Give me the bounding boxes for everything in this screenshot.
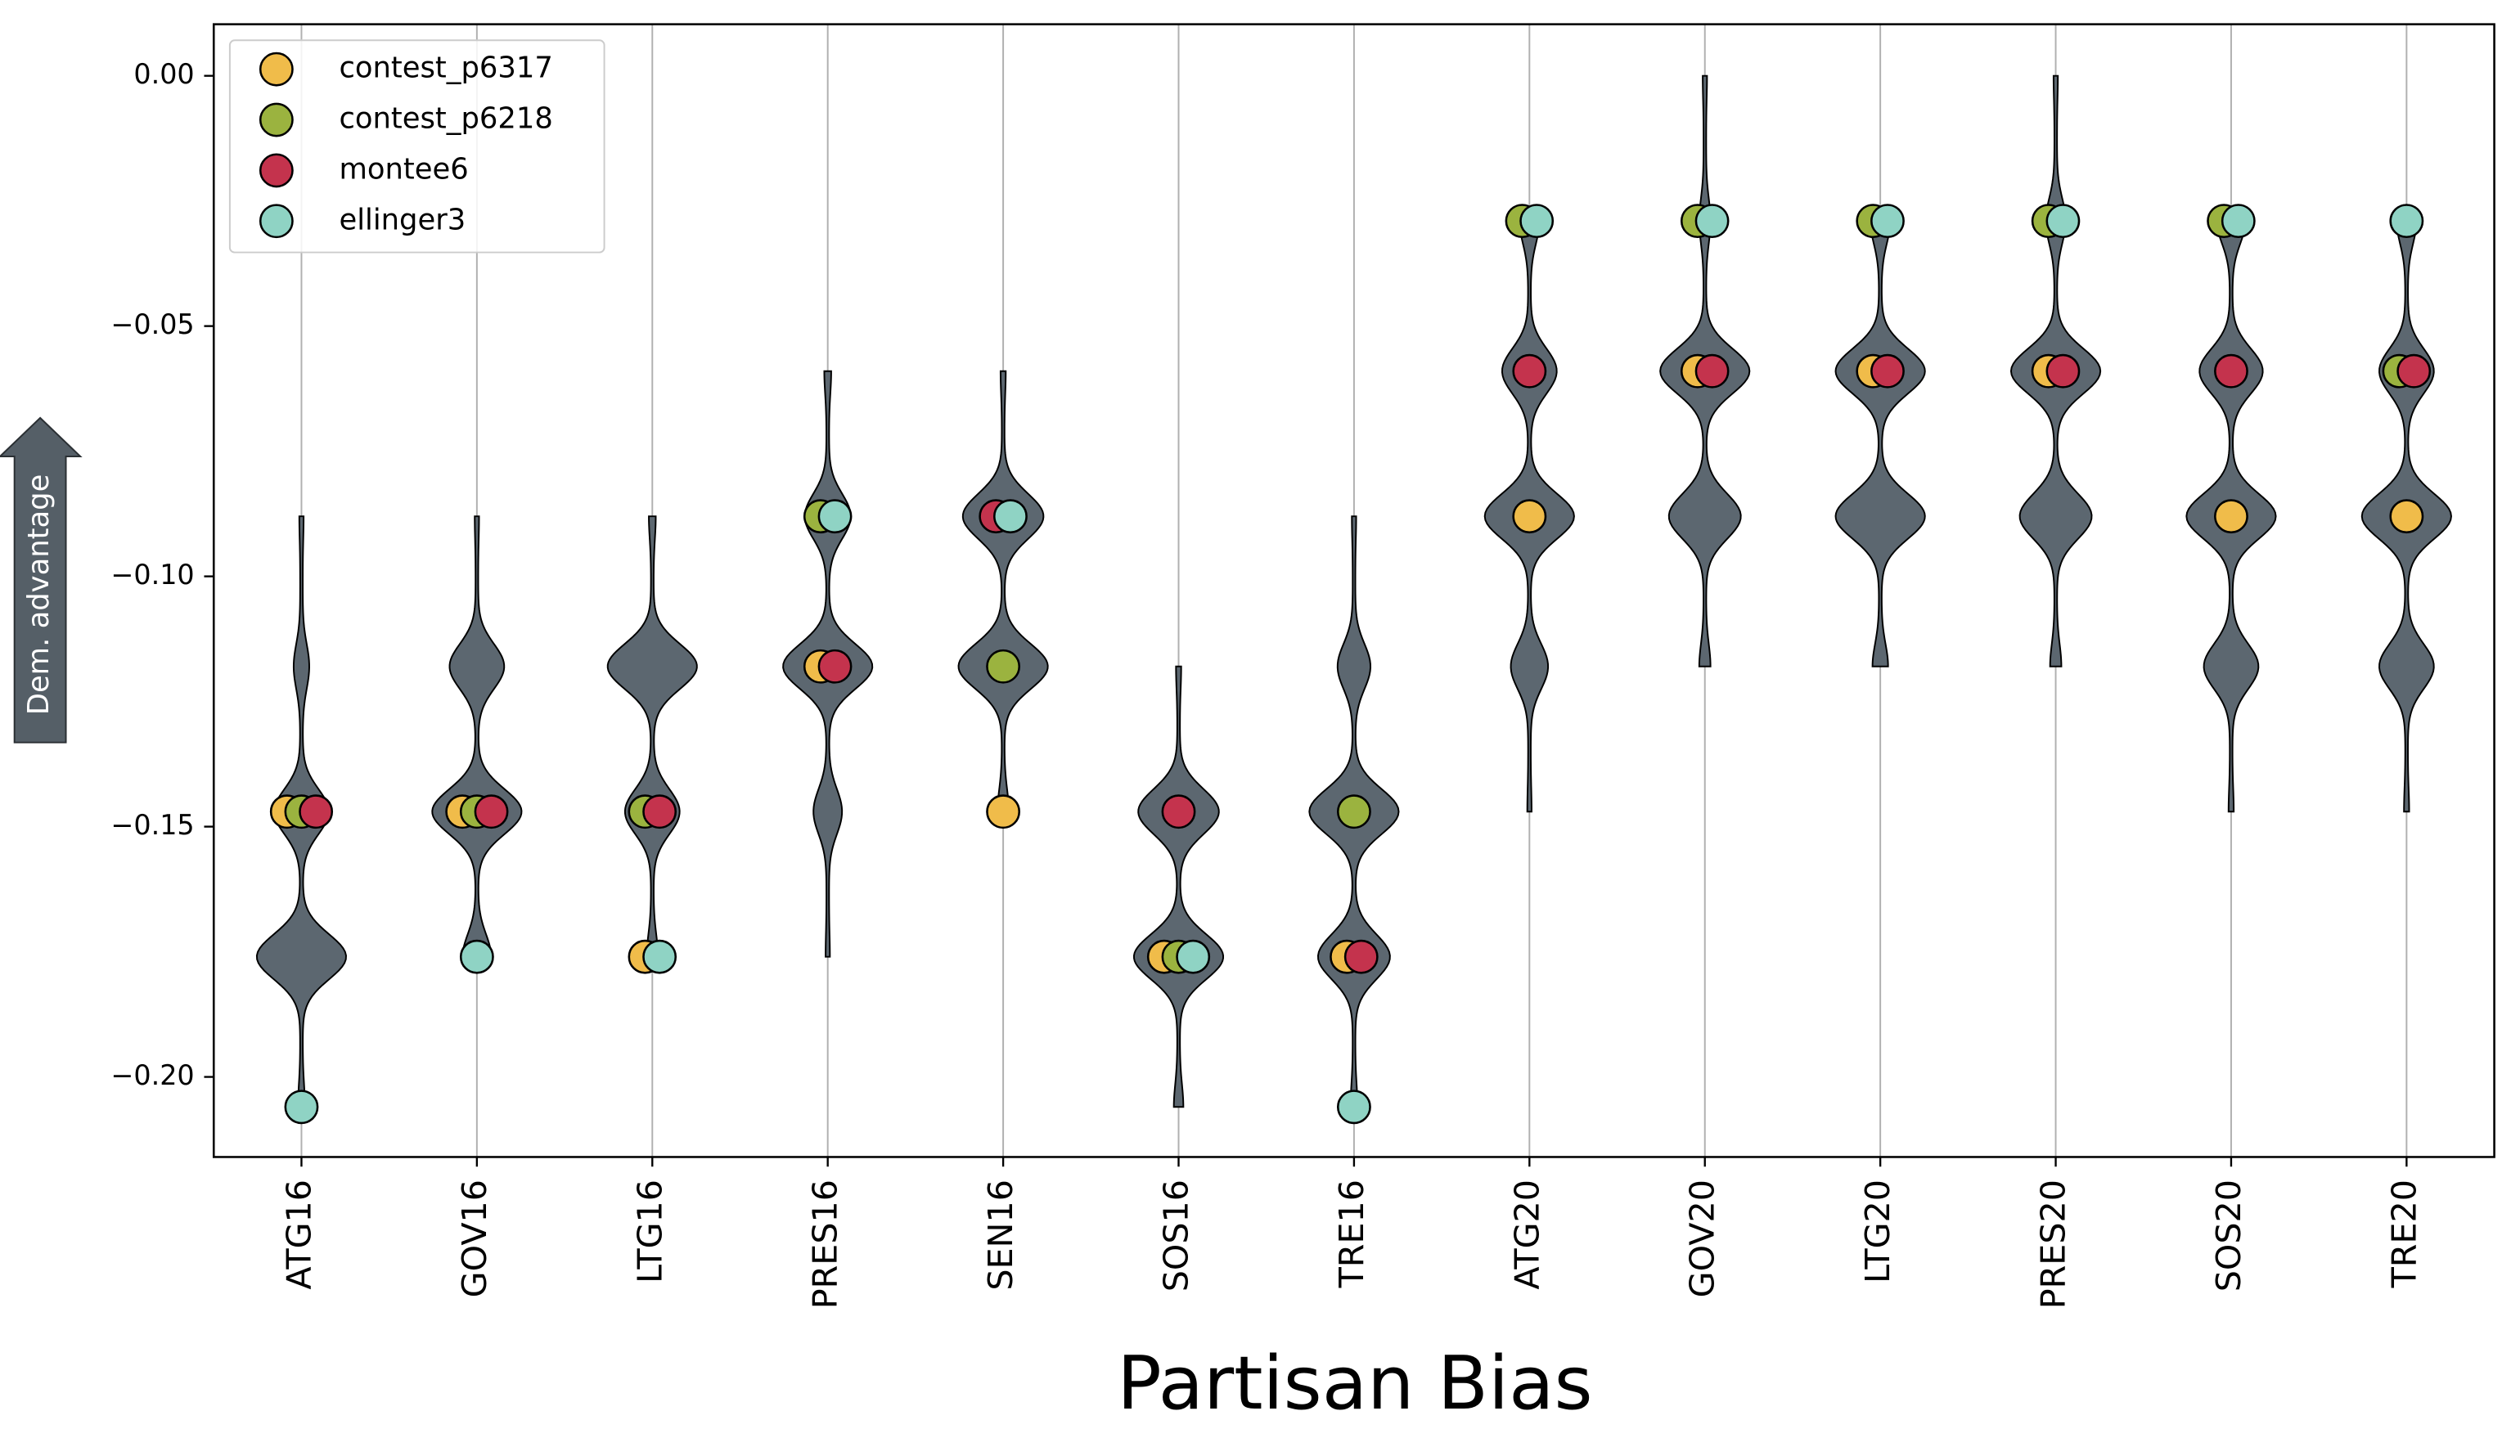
legend-label: ellinger3 (339, 203, 466, 236)
data-point (2221, 204, 2256, 239)
data-point (986, 794, 1021, 829)
legend-label: montee6 (339, 152, 468, 186)
violin (606, 515, 698, 958)
data-point (2389, 499, 2424, 534)
legend: contest_p6317 contest_p6218 montee6 ellinge… (228, 39, 605, 254)
violin (1132, 665, 1225, 1108)
data-point (1694, 353, 1730, 389)
point-layer (269, 204, 2432, 1125)
axes-layer: 0.00 −0.05 −0.10 −0.15 −0.20 ATG16 GOV16 LTG16 P… (110, 58, 2423, 1309)
data-point (474, 794, 509, 829)
data-point (642, 794, 677, 829)
x-tick-label: SOS20 (2209, 1180, 2248, 1292)
x-tick-label: GOV20 (1683, 1180, 1722, 1297)
x-tick-label: ATG16 (279, 1180, 318, 1290)
x-axis-label: Partisan Bias (1117, 1341, 1592, 1427)
x-tick-label: PRES16 (806, 1180, 845, 1309)
y-tick-label: −0.20 (110, 1059, 194, 1091)
data-point (2214, 353, 2248, 389)
legend-label: contest_p6218 (339, 102, 552, 136)
y-tick-label: −0.10 (110, 559, 194, 591)
data-point (817, 649, 853, 684)
data-point (1512, 353, 1547, 389)
data-point (986, 649, 1021, 684)
data-point (642, 939, 677, 974)
x-tick-label: SEN16 (981, 1180, 1020, 1291)
data-point (1176, 939, 1211, 974)
legend-label: contest_p6317 (339, 52, 552, 85)
legend-marker (259, 102, 294, 137)
legend-marker (259, 153, 294, 188)
data-point (1870, 204, 1905, 239)
violin (957, 370, 1049, 813)
y-axis-label: Dem. advantage (22, 474, 56, 716)
data-point (817, 499, 853, 534)
legend-frame (228, 39, 605, 254)
data-point (459, 939, 494, 974)
violin (431, 515, 523, 958)
data-point (1694, 204, 1730, 239)
data-point (1870, 353, 1905, 389)
y-tick-label: −0.05 (110, 308, 194, 340)
x-tick-label: TRE20 (2384, 1180, 2423, 1288)
data-point (2389, 204, 2424, 239)
x-tick-label: GOV16 (455, 1180, 494, 1297)
legend-marker (259, 52, 294, 87)
data-point (1336, 794, 1371, 829)
data-point (1336, 1090, 1371, 1125)
data-point (2045, 353, 2081, 389)
violin (1834, 220, 1926, 667)
data-point (1343, 939, 1379, 974)
data-point (284, 1090, 319, 1125)
y-tick-label: 0.00 (133, 58, 194, 90)
data-point (2396, 353, 2432, 389)
x-tick-label: SOS16 (1157, 1180, 1196, 1292)
x-tick-label: LTG16 (630, 1180, 669, 1283)
data-point (1161, 794, 1196, 829)
y-tick-label: −0.15 (110, 809, 194, 841)
data-point (2045, 204, 2081, 239)
x-tick-label: LTG20 (1858, 1180, 1897, 1283)
data-point (1512, 499, 1547, 534)
data-point (2214, 499, 2248, 534)
legend-marker (259, 204, 294, 239)
x-tick-label: PRES20 (2034, 1180, 2073, 1309)
data-point (993, 499, 1028, 534)
data-point (1519, 204, 1555, 239)
y-axis-arrow (0, 416, 83, 744)
x-tick-label: TRE16 (1332, 1180, 1371, 1288)
x-tick-label: ATG20 (1507, 1180, 1546, 1290)
data-point (299, 794, 334, 829)
